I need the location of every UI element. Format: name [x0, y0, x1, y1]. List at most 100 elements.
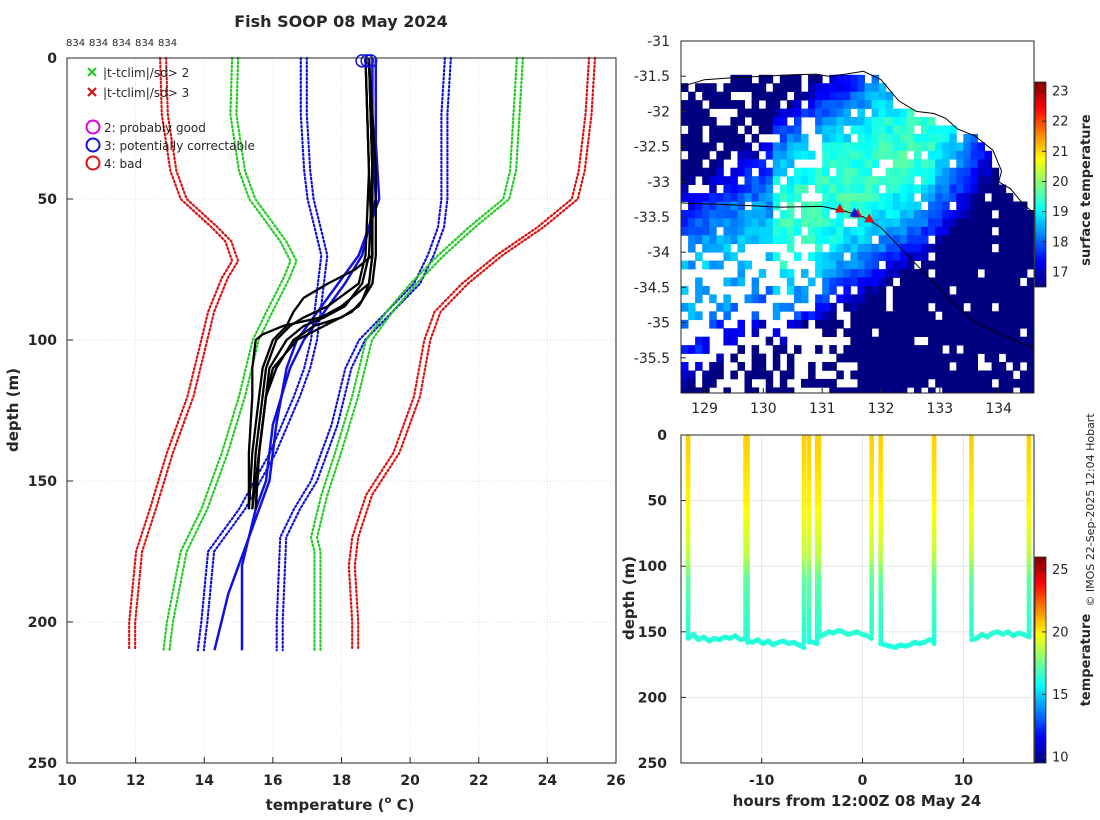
map-cell-1241 [998, 252, 1007, 261]
map-cell-995 [935, 269, 943, 278]
map-cell-80 [702, 176, 710, 185]
map-cell-1196 [984, 260, 993, 270]
map-cell-1329 [1026, 286, 1034, 295]
map-cell-1190 [984, 210, 993, 219]
map-cell-386 [794, 108, 802, 118]
map-cell-672 [864, 210, 873, 219]
map-cell-1039 [949, 125, 957, 135]
map-cell-943 [921, 319, 929, 329]
map-cell-1183 [977, 387, 985, 393]
map-cell-1119 [963, 336, 971, 346]
map-cell-1044 [949, 176, 957, 185]
map-cell-595 [850, 150, 858, 160]
map-cell-471 [822, 125, 830, 135]
map-cell-144 [723, 133, 731, 143]
map-cell-1297 [1012, 345, 1021, 354]
map-cell-608 [850, 269, 858, 278]
legend-label-tclim3: |t-tclim|/sd> 3 [103, 86, 189, 100]
map-cell-326 [772, 345, 781, 354]
map-cell-934 [921, 243, 929, 253]
map-cell-151 [723, 210, 731, 219]
map-cell-1070 [956, 167, 964, 177]
map-cell-40 [688, 243, 696, 253]
map-cell-338 [779, 150, 788, 160]
map-cell-179 [730, 235, 738, 245]
map-cell-369 [786, 218, 795, 228]
map-cell-97 [709, 100, 717, 109]
map-cell-309 [772, 117, 781, 126]
map-cell-765 [885, 117, 894, 126]
map-cell-163 [723, 387, 731, 393]
map-cell-1221 [991, 277, 1000, 287]
map-cell-719 [871, 302, 880, 312]
map-cell-1105 [963, 210, 971, 219]
map-cell-35 [688, 201, 696, 211]
map-cell-573 [843, 201, 851, 211]
map-cell-251 [751, 311, 760, 321]
map-cell-1120 [963, 345, 971, 354]
map-cell-83 [702, 210, 710, 219]
map-cell-641 [857, 252, 865, 261]
profile-xtick-12: 12 [126, 773, 145, 789]
map-cell-346 [779, 235, 788, 245]
map-cell-786 [885, 328, 894, 337]
map-cell-660 [864, 100, 873, 109]
map-cell-1117 [963, 319, 971, 329]
map-cell-278 [758, 319, 767, 329]
map-cell-803 [892, 184, 901, 194]
map-cell-838 [899, 201, 908, 211]
map-cell-1197 [984, 269, 993, 278]
map-cell-383 [794, 83, 802, 92]
map-cell-189 [737, 100, 745, 109]
ts-profile-3-bottom [816, 628, 875, 641]
map-cell-137 [716, 353, 724, 363]
map-cell-855 [899, 345, 908, 354]
clim-line-red-left-1 [134, 56, 240, 652]
map-cell-895 [914, 142, 922, 152]
map-cell-806 [892, 210, 901, 219]
map-cell-958 [928, 184, 936, 194]
map-cell-365 [786, 184, 795, 194]
map-cell-1102 [963, 184, 971, 194]
legend-marker-x-green [87, 67, 97, 77]
map-cell-1089 [956, 328, 964, 337]
map-cell-392 [794, 167, 802, 177]
ts-profile-5-bottom [969, 629, 1032, 643]
map-cell-1186 [984, 167, 993, 177]
map-cb-tick-23: 23 [1052, 85, 1069, 100]
map-cell-1 [681, 100, 689, 109]
map-cell-214 [744, 108, 752, 118]
map-cell-825 [892, 378, 901, 388]
map-cell-366 [786, 193, 795, 202]
map-cell-648 [857, 311, 865, 321]
map-cell-478 [822, 184, 830, 194]
map-cell-1208 [984, 370, 993, 380]
map-cell-593 [850, 125, 858, 135]
map-cell-470 [822, 117, 830, 126]
profile-xtick-10: 10 [57, 773, 77, 789]
map-cell-1238 [998, 226, 1007, 236]
map-cell-1307 [1019, 252, 1028, 261]
map-cell-706 [871, 184, 880, 194]
profile-xtick-14: 14 [195, 773, 215, 789]
map-cell-1180 [977, 345, 985, 354]
map-cell-890 [906, 362, 915, 371]
map-cell-807 [892, 218, 901, 228]
map-cell-130 [716, 210, 724, 219]
map-cell-1179 [977, 336, 985, 346]
map-cell-684 [864, 311, 873, 321]
map-cell-387 [794, 117, 802, 126]
map-cell-1340 [1026, 378, 1034, 388]
map-cell-167 [730, 117, 738, 126]
map-cell-1155 [970, 378, 978, 388]
map-cell-1020 [942, 226, 950, 236]
map-cell-938 [921, 277, 929, 287]
map-cell-203 [737, 235, 745, 245]
map-cell-596 [850, 159, 858, 169]
map-cell-1327 [1026, 260, 1034, 270]
map-cell-1243 [998, 269, 1007, 278]
map-cell-320 [772, 235, 781, 245]
profile-lines [128, 56, 597, 652]
map-cell-350 [779, 336, 788, 346]
map-cell-1195 [984, 252, 993, 261]
